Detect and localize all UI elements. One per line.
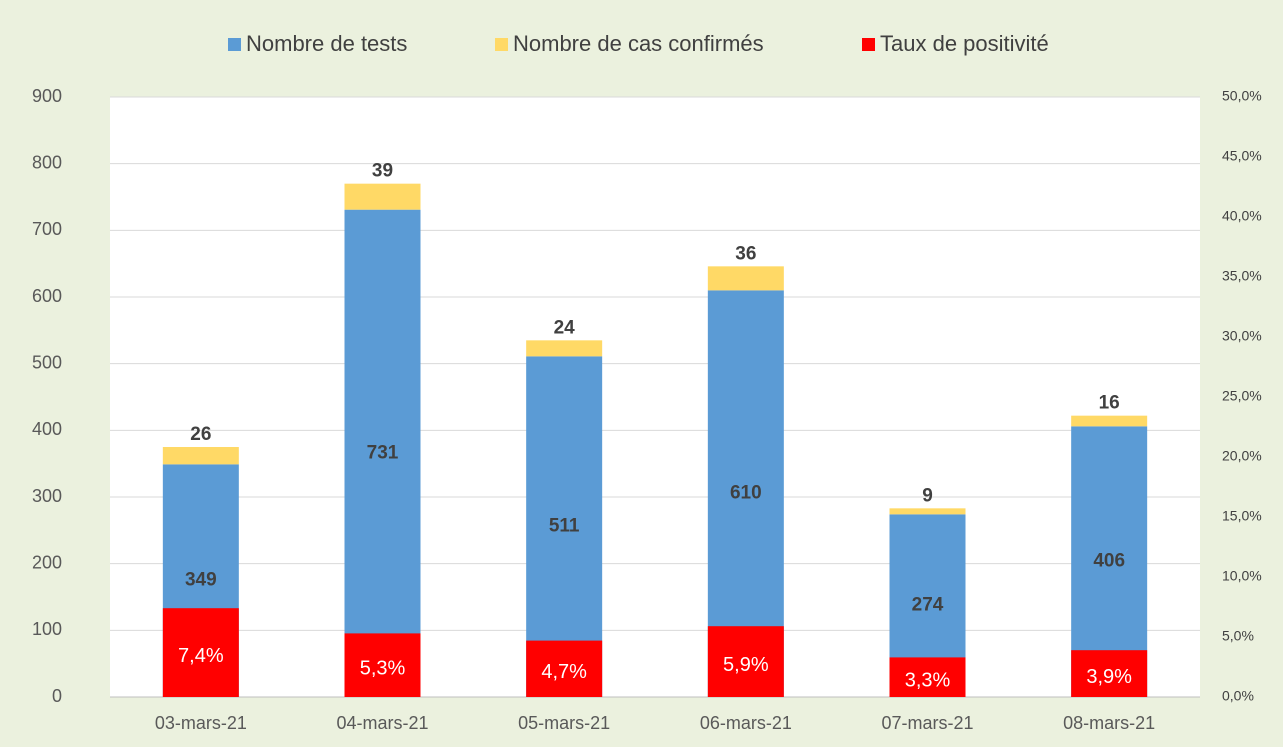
y-tick-label: 800 xyxy=(32,152,62,172)
bar-segment xyxy=(707,266,784,291)
bar-segment xyxy=(526,356,603,697)
value-label: 9 xyxy=(922,485,933,506)
y-tick-label: 900 xyxy=(32,86,62,106)
rate-label: 3,3% xyxy=(905,669,951,691)
value-label: 610 xyxy=(730,483,762,504)
y-tick-label: 200 xyxy=(32,552,62,572)
y-tick-label: 400 xyxy=(32,419,62,439)
y2-tick-label: 15,0% xyxy=(1222,508,1262,524)
legend-swatch xyxy=(862,38,875,51)
value-label: 406 xyxy=(1093,551,1125,572)
y-tick-label: 700 xyxy=(32,219,62,239)
rate-bar xyxy=(707,626,784,697)
y2-tick-label: 20,0% xyxy=(1222,448,1262,464)
rate-bar xyxy=(344,633,421,697)
y-tick-label: 600 xyxy=(32,286,62,306)
y2-tick-label: 5,0% xyxy=(1222,628,1254,644)
value-label: 349 xyxy=(185,570,217,591)
rate-label: 7,4% xyxy=(178,645,224,667)
rate-bar xyxy=(162,608,239,697)
x-tick-label: 05-mars-21 xyxy=(518,713,610,733)
value-label: 24 xyxy=(554,317,576,338)
bar-segment xyxy=(1071,415,1148,427)
legend-label: Nombre de cas confirmés xyxy=(513,31,764,56)
value-label: 511 xyxy=(549,516,580,537)
y2-tick-label: 50,0% xyxy=(1222,88,1262,104)
y2-tick-label: 25,0% xyxy=(1222,388,1262,404)
y2-tick-label: 35,0% xyxy=(1222,268,1262,284)
value-label: 26 xyxy=(190,424,211,445)
value-label: 274 xyxy=(912,595,944,616)
rate-label: 5,3% xyxy=(360,657,406,679)
value-label: 36 xyxy=(735,243,756,264)
bar-segment xyxy=(162,447,239,465)
rate-label: 3,9% xyxy=(1086,666,1132,688)
bar-segment xyxy=(526,340,603,357)
rate-label: 5,9% xyxy=(723,654,769,676)
legend-swatch xyxy=(228,38,241,51)
x-tick-label: 06-mars-21 xyxy=(700,713,792,733)
y2-tick-label: 0,0% xyxy=(1222,688,1254,704)
plot-area xyxy=(110,97,1200,697)
y2-tick-label: 45,0% xyxy=(1222,148,1262,164)
y2-tick-label: 10,0% xyxy=(1222,568,1262,584)
legend-label: Nombre de tests xyxy=(246,31,407,56)
x-tick-label: 04-mars-21 xyxy=(336,713,428,733)
y-tick-label: 100 xyxy=(32,619,62,639)
x-tick-label: 07-mars-21 xyxy=(881,713,973,733)
legend-label: Taux de positivité xyxy=(880,31,1049,56)
rate-bar xyxy=(889,657,966,697)
value-label: 39 xyxy=(372,161,393,182)
bar-segment xyxy=(889,508,966,515)
bar-segment xyxy=(344,183,421,210)
value-label: 731 xyxy=(367,442,399,463)
y-tick-label: 300 xyxy=(32,486,62,506)
y-tick-label: 0 xyxy=(52,686,62,706)
y2-tick-label: 30,0% xyxy=(1222,328,1262,344)
x-tick-label: 03-mars-21 xyxy=(155,713,247,733)
rate-bar xyxy=(1071,650,1148,697)
rate-bar xyxy=(526,640,603,697)
y-tick-label: 500 xyxy=(32,352,62,372)
rate-label: 4,7% xyxy=(541,661,587,683)
legend-swatch xyxy=(495,38,508,51)
y2-tick-label: 40,0% xyxy=(1222,208,1262,224)
x-tick-label: 08-mars-21 xyxy=(1063,713,1155,733)
value-label: 16 xyxy=(1099,393,1120,414)
bar-segment xyxy=(344,209,421,697)
